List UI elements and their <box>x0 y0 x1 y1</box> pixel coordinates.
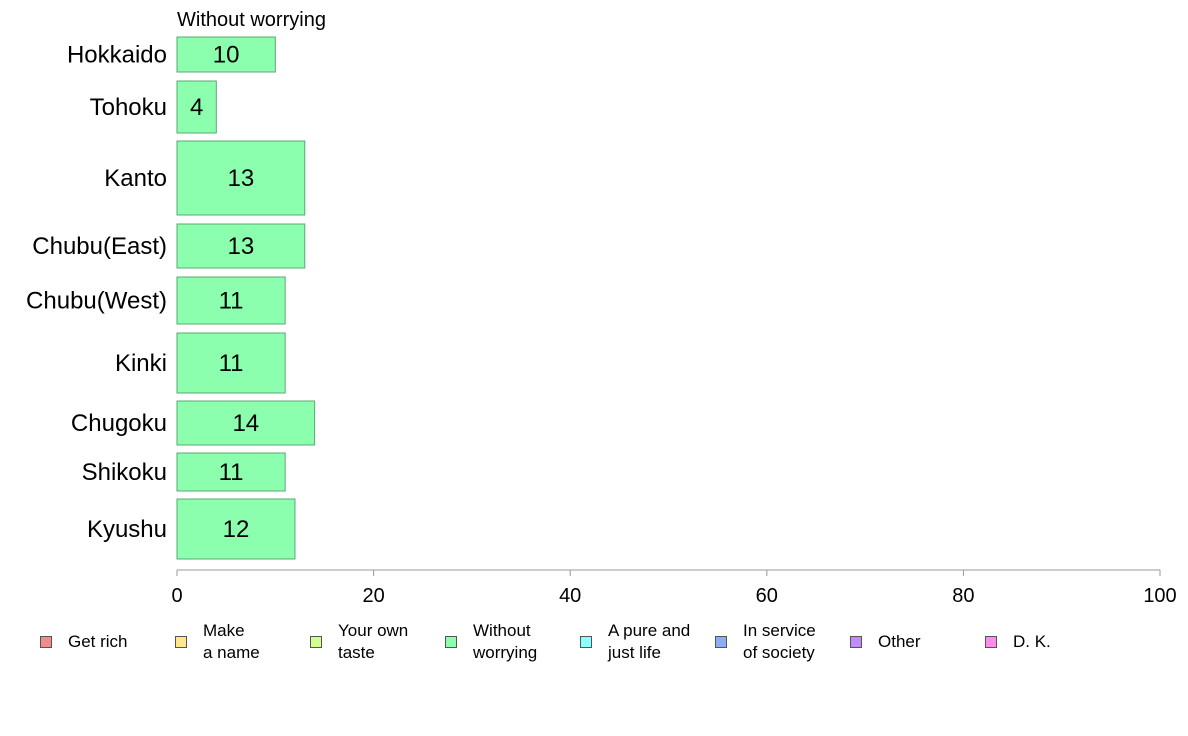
value-label: 12 <box>223 516 250 543</box>
bars-group: Hokkaido 10 Tohoku 4 Kanto 13 Chubu(East) 13 Chu… <box>26 36 316 560</box>
bar-kinki <box>176 332 286 394</box>
legend-swatch <box>715 636 727 648</box>
x-axis: 0 20 40 60 80 100 <box>171 569 1177 607</box>
bar-kanto <box>176 140 306 216</box>
bar-chugoku <box>176 400 316 446</box>
value-label: 11 <box>219 350 244 377</box>
category-label: Shikoku <box>82 459 167 486</box>
bar-shikoku <box>176 452 286 492</box>
legend-swatch <box>40 636 52 648</box>
value-label: 13 <box>228 233 255 260</box>
x-tick-label: 80 <box>952 585 974 607</box>
x-tick-label: 60 <box>756 585 778 607</box>
category-label: Tohoku <box>90 94 167 121</box>
legend-label: Without worrying <box>473 621 538 662</box>
category-label: Kanto <box>104 165 167 192</box>
legend-label: In service of society <box>743 621 816 662</box>
legend-item: Other <box>850 619 921 665</box>
value-label: 10 <box>213 42 240 69</box>
category-label: Chubu(East) <box>32 233 167 260</box>
x-tick-label: 40 <box>559 585 581 607</box>
legend-label: A pure and just life <box>608 621 691 662</box>
category-label: Kinki <box>115 350 167 377</box>
bar-chubu-east <box>176 223 306 269</box>
value-label: 14 <box>232 410 259 437</box>
legend-item: Without worrying <box>445 619 537 665</box>
bar-hokkaido <box>176 36 276 73</box>
bar-chubu-west <box>176 276 286 325</box>
legend-item: A pure and just life <box>580 619 690 665</box>
legend-label: Your own taste <box>338 621 409 662</box>
category-label: Chugoku <box>71 410 167 437</box>
legend-swatch <box>445 636 457 648</box>
legend-swatch <box>985 636 997 648</box>
legend: Get rich Make a name Your own taste Without… <box>40 619 1160 669</box>
x-tick-label: 100 <box>1143 585 1176 607</box>
legend-item: Get rich <box>40 619 128 665</box>
legend-label: Get rich <box>68 632 128 651</box>
value-label: 13 <box>228 165 255 192</box>
legend-item: In service of society <box>715 619 816 665</box>
category-label: Chubu(West) <box>26 288 167 315</box>
x-tick-label: 20 <box>362 585 384 607</box>
x-tick-label: 0 <box>171 585 182 607</box>
value-label: 11 <box>219 288 244 315</box>
value-label: 11 <box>219 459 244 486</box>
value-label: 4 <box>190 94 203 121</box>
legend-swatch <box>175 636 187 648</box>
legend-swatch <box>850 636 862 648</box>
legend-swatch <box>580 636 592 648</box>
bar-tohoku <box>176 80 217 134</box>
legend-item: Make a name <box>175 619 260 665</box>
category-label: Kyushu <box>87 516 167 543</box>
category-label: Hokkaido <box>67 42 167 69</box>
chart-title: Without worrying <box>177 9 326 31</box>
legend-label: Make a name <box>203 621 260 662</box>
legend-item: D. K. <box>985 619 1051 665</box>
legend-label: Other <box>878 632 921 651</box>
legend-swatch <box>310 636 322 648</box>
legend-label: D. K. <box>1013 632 1051 651</box>
bar-kyushu <box>176 498 296 560</box>
legend-item: Your own taste <box>310 619 408 665</box>
